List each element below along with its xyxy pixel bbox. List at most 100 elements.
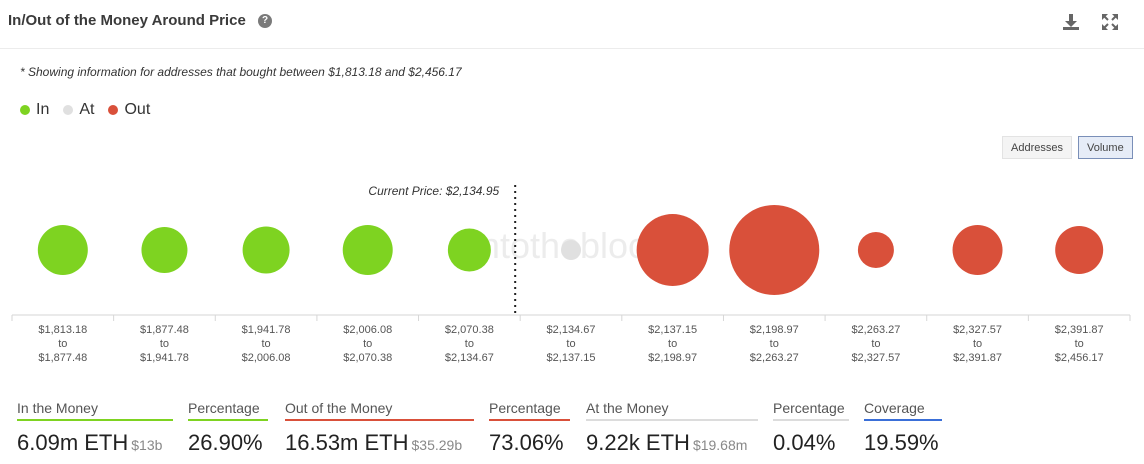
stat-label: Percentage <box>489 400 561 416</box>
stat-value: 6.09m ETH $13b <box>17 430 173 456</box>
x-tick-label-to-word: to <box>1075 338 1084 350</box>
x-tick-label-from: $2,134.67 <box>547 324 596 336</box>
stat-value: 19.59% <box>864 430 942 456</box>
stat-main-value: 0.04% <box>773 430 836 455</box>
bubble-chart: intotheblockCurrent Price: $2,134.95$1,8… <box>11 184 1131 364</box>
stat-underline <box>773 419 849 421</box>
x-tick-label-to: $1,941.78 <box>140 352 189 364</box>
stat-main-value: 19.59% <box>864 430 939 455</box>
x-tick-label-from: $1,877.48 <box>140 324 189 336</box>
legend-item-at[interactable]: At <box>63 101 94 119</box>
toggle-addresses[interactable]: Addresses <box>1002 136 1072 159</box>
stat-label: Percentage <box>188 400 260 416</box>
x-tick-label-to-word: to <box>770 338 779 350</box>
stat-coverage: Coverage 19.59% <box>864 400 942 456</box>
bubble-in <box>242 226 290 274</box>
x-tick-label-to-word: to <box>566 338 575 350</box>
x-tick-label-to-word: to <box>465 338 474 350</box>
legend-item-out[interactable]: Out <box>108 101 150 119</box>
x-tick-label-from: $2,006.08 <box>343 324 392 336</box>
expand-icon[interactable] <box>1100 12 1120 32</box>
stat-main-value: 26.90% <box>188 430 263 455</box>
stat-sub-value: $13b <box>131 437 163 453</box>
stat-underline <box>188 419 268 421</box>
x-tick-label-to-word: to <box>160 338 169 350</box>
x-tick-label-to: $2,456.17 <box>1055 352 1104 364</box>
stat-out-percentage: Percentage 73.06% <box>489 400 570 456</box>
x-tick-label-to-word: to <box>668 338 677 350</box>
bubble-out <box>1055 226 1104 274</box>
x-tick-label-to: $2,137.15 <box>547 352 596 364</box>
bubble-in <box>141 227 188 273</box>
stat-label: In the Money <box>17 400 98 416</box>
bubble-out <box>952 225 1003 275</box>
stat-value: 73.06% <box>489 430 570 456</box>
stat-main-value: 73.06% <box>489 430 564 455</box>
stat-main-value: 9.22k ETH <box>586 430 690 455</box>
bubble-in <box>342 225 393 275</box>
x-tick-label-to-word: to <box>363 338 372 350</box>
stat-label: Percentage <box>773 400 845 416</box>
x-tick-label-to-word: to <box>58 338 67 350</box>
stat-value: 16.53m ETH $35.29b <box>285 430 474 456</box>
x-tick-label-from: $2,198.97 <box>750 324 799 336</box>
x-tick-label-from: $2,263.27 <box>851 324 900 336</box>
legend-label-at: At <box>79 101 95 118</box>
x-tick-label-from: $2,137.15 <box>648 324 697 336</box>
stat-at-percentage: Percentage 0.04% <box>773 400 849 456</box>
bubble-out <box>857 232 894 268</box>
toggle-volume[interactable]: Volume <box>1078 136 1133 159</box>
range-note: * Showing information for addresses that… <box>20 65 462 79</box>
x-tick-label-from: $1,813.18 <box>38 324 87 336</box>
stat-value: 9.22k ETH $19.68m <box>586 430 758 456</box>
x-tick-label-to-word: to <box>973 338 982 350</box>
stat-underline <box>489 419 570 421</box>
x-tick-label-to: $2,070.38 <box>343 352 392 364</box>
current-price-label: Current Price: $2,134.95 <box>368 184 499 198</box>
x-tick-label-from: $1,941.78 <box>242 324 291 336</box>
stat-label: Out of the Money <box>285 400 393 416</box>
bubble-out <box>729 205 820 295</box>
legend: In At Out <box>20 101 150 119</box>
stat-value: 0.04% <box>773 430 849 456</box>
stat-underline <box>586 419 758 421</box>
legend-label-out: Out <box>124 101 151 118</box>
stat-in-the-money: In the Money 6.09m ETH $13b <box>17 400 173 456</box>
chart-header: In/Out of the Money Around Price ? <box>0 0 1144 49</box>
stat-at-the-money: At the Money 9.22k ETH $19.68m <box>586 400 758 456</box>
x-tick-label-to-word: to <box>871 338 880 350</box>
stat-sub-value: $19.68m <box>692 437 748 453</box>
bubble-in <box>447 228 491 272</box>
x-tick-label-from: $2,070.38 <box>445 324 494 336</box>
x-tick-label-from: $2,391.87 <box>1055 324 1104 336</box>
download-icon[interactable] <box>1061 12 1081 32</box>
stat-underline <box>285 419 474 421</box>
x-tick-label-from: $2,327.57 <box>953 324 1002 336</box>
legend-label-in: In <box>36 101 50 118</box>
x-tick-label-to: $2,391.87 <box>953 352 1002 364</box>
x-tick-label-to-word: to <box>261 338 270 350</box>
legend-dot-at <box>63 105 74 115</box>
x-tick-label-to: $2,134.67 <box>445 352 494 364</box>
legend-dot-in <box>20 105 30 115</box>
bubble-in <box>37 225 88 275</box>
stat-label: Coverage <box>864 400 925 416</box>
x-tick-label-to: $2,006.08 <box>242 352 291 364</box>
stat-out-of-the-money: Out of the Money 16.53m ETH $35.29b <box>285 400 474 456</box>
stat-sub-value: $35.29b <box>411 437 463 453</box>
bubble-at <box>561 240 581 260</box>
bubble-out <box>636 214 709 286</box>
chart-title: In/Out of the Money Around Price <box>8 12 246 29</box>
stat-main-value: 6.09m ETH <box>17 430 129 455</box>
legend-item-in[interactable]: In <box>20 101 49 119</box>
stat-value: 26.90% <box>188 430 268 456</box>
stat-label: At the Money <box>586 400 669 416</box>
stat-in-percentage: Percentage 26.90% <box>188 400 268 456</box>
legend-dot-out <box>108 105 119 115</box>
help-icon[interactable]: ? <box>258 14 272 28</box>
stat-main-value: 16.53m ETH <box>285 430 409 455</box>
x-tick-label-to: $2,198.97 <box>648 352 697 364</box>
stat-underline <box>17 419 173 421</box>
stat-underline <box>864 419 942 421</box>
x-tick-label-to: $2,263.27 <box>750 352 799 364</box>
